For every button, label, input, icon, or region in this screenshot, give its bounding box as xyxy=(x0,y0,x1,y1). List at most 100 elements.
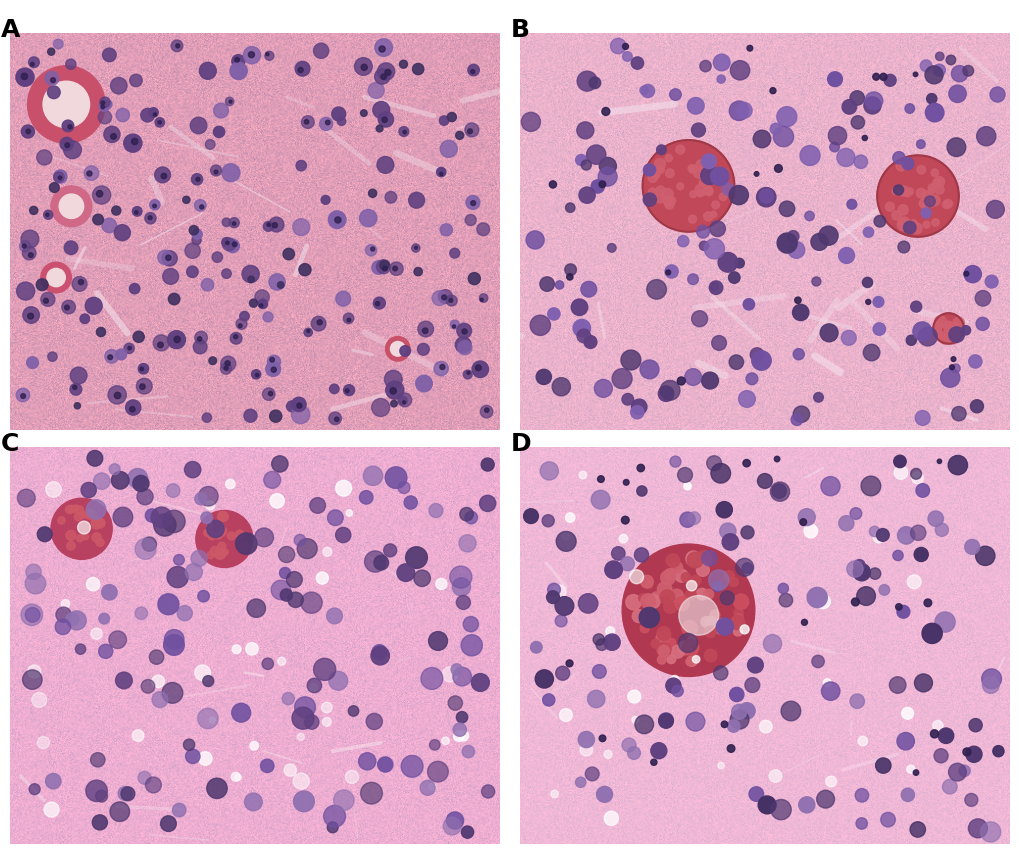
Circle shape xyxy=(103,101,112,109)
Circle shape xyxy=(166,485,179,498)
Circle shape xyxy=(389,388,396,395)
Circle shape xyxy=(693,169,702,179)
Circle shape xyxy=(72,505,79,512)
Circle shape xyxy=(862,278,872,288)
Circle shape xyxy=(66,531,75,541)
Circle shape xyxy=(944,334,953,342)
Circle shape xyxy=(891,212,901,221)
Circle shape xyxy=(359,491,373,504)
Circle shape xyxy=(92,517,101,526)
Circle shape xyxy=(598,182,605,189)
Circle shape xyxy=(748,786,763,801)
Circle shape xyxy=(455,132,464,140)
Circle shape xyxy=(699,242,708,251)
Circle shape xyxy=(536,370,551,385)
Circle shape xyxy=(719,524,736,540)
Circle shape xyxy=(628,690,640,703)
Circle shape xyxy=(910,223,921,235)
Circle shape xyxy=(699,166,705,172)
Circle shape xyxy=(629,570,643,584)
Circle shape xyxy=(141,109,154,123)
Circle shape xyxy=(703,589,713,600)
Circle shape xyxy=(471,201,475,206)
Circle shape xyxy=(326,608,342,624)
Circle shape xyxy=(853,156,867,169)
Circle shape xyxy=(776,107,796,128)
Circle shape xyxy=(937,728,953,744)
Circle shape xyxy=(815,595,829,609)
Circle shape xyxy=(671,676,679,683)
Circle shape xyxy=(924,104,943,123)
Circle shape xyxy=(927,185,934,192)
Circle shape xyxy=(85,510,95,519)
Circle shape xyxy=(346,319,351,322)
Circle shape xyxy=(928,196,940,206)
Circle shape xyxy=(203,676,214,687)
Circle shape xyxy=(636,486,646,496)
Circle shape xyxy=(173,555,184,566)
Circle shape xyxy=(446,296,457,306)
Circle shape xyxy=(706,456,720,471)
Circle shape xyxy=(455,595,470,610)
Circle shape xyxy=(162,252,177,267)
Circle shape xyxy=(457,324,471,339)
Circle shape xyxy=(25,565,41,580)
Circle shape xyxy=(79,315,90,324)
Circle shape xyxy=(559,709,572,722)
Circle shape xyxy=(948,456,967,475)
Circle shape xyxy=(662,197,673,207)
Circle shape xyxy=(335,292,351,307)
Circle shape xyxy=(916,141,924,149)
Circle shape xyxy=(932,65,945,77)
Circle shape xyxy=(379,261,388,270)
Circle shape xyxy=(101,106,105,110)
Circle shape xyxy=(137,489,153,505)
Circle shape xyxy=(813,393,822,403)
Circle shape xyxy=(161,174,166,180)
Circle shape xyxy=(406,547,427,569)
Circle shape xyxy=(711,336,726,351)
Circle shape xyxy=(148,217,152,220)
Circle shape xyxy=(930,170,937,177)
Circle shape xyxy=(127,347,131,351)
Circle shape xyxy=(198,337,202,342)
Circle shape xyxy=(895,604,901,611)
Circle shape xyxy=(301,592,322,613)
Circle shape xyxy=(397,482,410,494)
Circle shape xyxy=(731,705,746,719)
Circle shape xyxy=(599,159,615,176)
Circle shape xyxy=(638,611,650,623)
Circle shape xyxy=(927,512,943,527)
Circle shape xyxy=(70,384,82,396)
Circle shape xyxy=(587,690,604,708)
Circle shape xyxy=(262,388,275,401)
Circle shape xyxy=(432,292,446,306)
Circle shape xyxy=(29,253,34,258)
Circle shape xyxy=(793,349,804,360)
Circle shape xyxy=(734,259,744,269)
Circle shape xyxy=(463,617,478,632)
Circle shape xyxy=(452,668,471,686)
Circle shape xyxy=(376,126,382,133)
Circle shape xyxy=(922,222,929,229)
Circle shape xyxy=(842,101,856,115)
Circle shape xyxy=(798,509,814,526)
Circle shape xyxy=(221,549,228,555)
Circle shape xyxy=(215,550,224,560)
Circle shape xyxy=(97,519,105,527)
Circle shape xyxy=(578,732,594,748)
Circle shape xyxy=(827,127,846,146)
Circle shape xyxy=(911,473,922,485)
Circle shape xyxy=(892,551,902,561)
Circle shape xyxy=(906,765,914,774)
Circle shape xyxy=(720,722,727,728)
Circle shape xyxy=(480,299,483,302)
Circle shape xyxy=(286,572,302,588)
Circle shape xyxy=(664,265,678,279)
Circle shape xyxy=(468,65,479,77)
Circle shape xyxy=(658,630,669,641)
Circle shape xyxy=(658,714,673,728)
Circle shape xyxy=(694,185,706,197)
Circle shape xyxy=(917,328,936,346)
Circle shape xyxy=(709,222,725,237)
